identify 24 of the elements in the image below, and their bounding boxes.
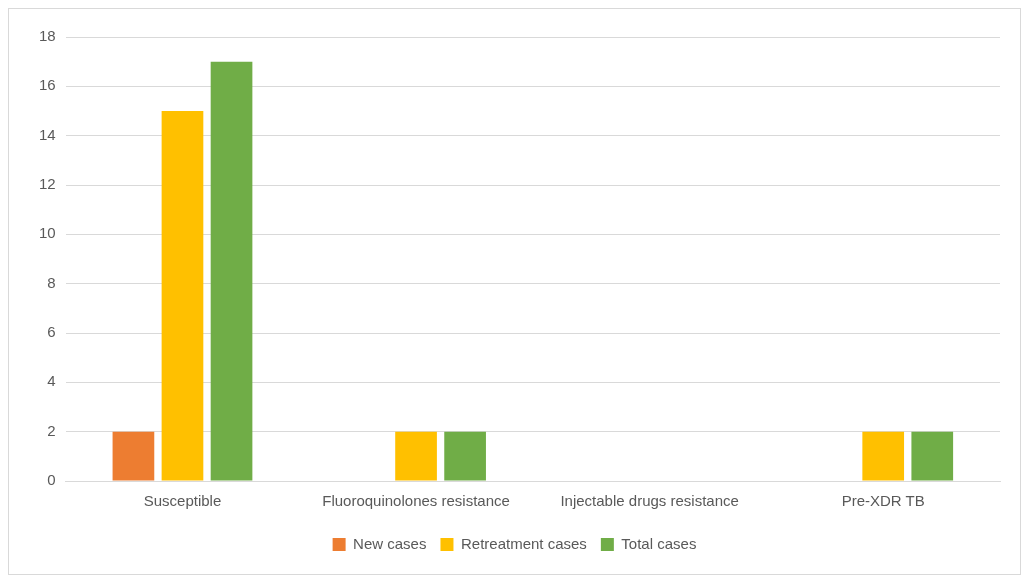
legend-label: New cases bbox=[353, 534, 427, 552]
bar bbox=[862, 431, 905, 481]
y-tick-label: 6 bbox=[47, 323, 56, 341]
x-tick-label: Pre-XDR TB bbox=[841, 492, 925, 510]
y-tick-label: 8 bbox=[47, 273, 56, 291]
x-tick-label: Injectable drugs resistance bbox=[560, 492, 739, 510]
y-tick-label: 10 bbox=[39, 224, 56, 242]
x-tick-label: Susceptible bbox=[143, 492, 222, 510]
bar bbox=[210, 61, 253, 481]
y-tick-label: 0 bbox=[47, 471, 56, 489]
y-tick-label: 18 bbox=[39, 27, 56, 45]
bar bbox=[395, 431, 437, 481]
bar bbox=[161, 111, 204, 481]
bar bbox=[911, 431, 954, 481]
y-tick-label: 4 bbox=[47, 372, 56, 390]
legend-label: Retreatment cases bbox=[460, 534, 587, 552]
y-tick-label: 14 bbox=[39, 125, 56, 143]
y-tick-label: 16 bbox=[39, 76, 56, 94]
bar bbox=[444, 431, 486, 481]
y-tick-label: 12 bbox=[39, 175, 56, 193]
y-tick-label: 2 bbox=[47, 421, 56, 439]
x-tick-label: Fluoroquinolones resistance bbox=[322, 492, 510, 510]
legend-label: Total cases bbox=[621, 534, 697, 552]
bar bbox=[112, 431, 155, 481]
